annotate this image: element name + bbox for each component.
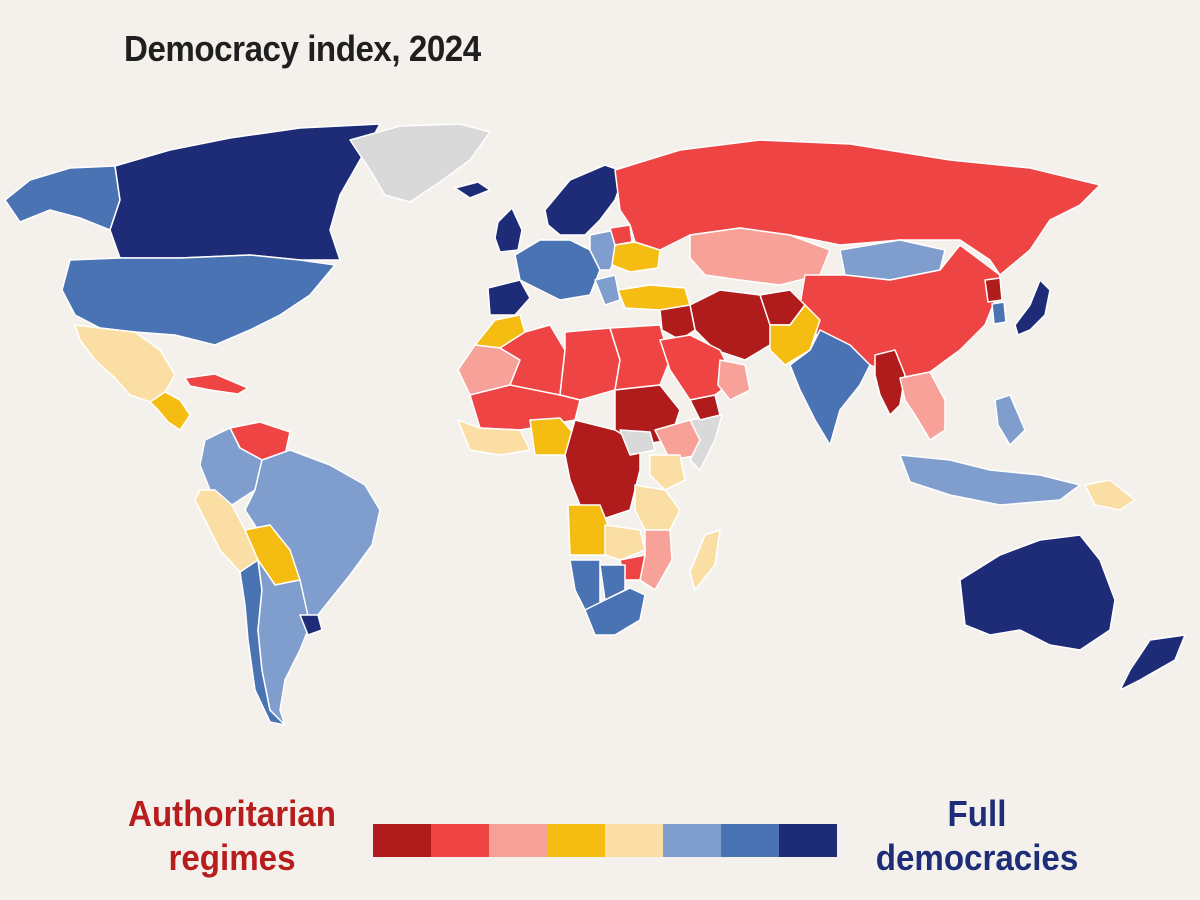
region-west-africa bbox=[457, 419, 531, 456]
region-oman bbox=[717, 359, 751, 401]
page-title: Democracy index, 2024 bbox=[124, 28, 481, 69]
region-yemen bbox=[689, 394, 721, 421]
region-eastern-europe bbox=[589, 229, 621, 306]
region-argentina bbox=[257, 559, 311, 726]
region-kazakhstan bbox=[689, 227, 831, 286]
region-cuba bbox=[184, 373, 249, 395]
region-russia bbox=[614, 139, 1101, 276]
region-south-korea bbox=[991, 301, 1007, 325]
legend-swatch-2 bbox=[489, 824, 547, 857]
legend-high-label: Full democracies bbox=[862, 792, 1092, 880]
region-egypt bbox=[609, 324, 671, 391]
region-myanmar bbox=[874, 349, 906, 416]
legend-swatch-7 bbox=[779, 824, 837, 857]
legend-swatch-3 bbox=[547, 824, 605, 857]
legend-color-scale bbox=[373, 824, 837, 857]
region-japan bbox=[1014, 279, 1051, 336]
legend-swatch-5 bbox=[663, 824, 721, 857]
region-zambia bbox=[604, 524, 646, 561]
legend-high-label-line2: democracies bbox=[875, 837, 1079, 878]
legend-swatch-0 bbox=[373, 824, 431, 857]
region-south-sudan bbox=[619, 429, 656, 456]
region-iberia bbox=[487, 279, 531, 316]
region-uruguay bbox=[299, 614, 323, 636]
region-indonesia bbox=[899, 454, 1081, 506]
region-southeast-asia bbox=[899, 371, 946, 441]
region-new-zealand bbox=[1119, 634, 1186, 691]
region-tanzania bbox=[634, 484, 681, 531]
region-kenya bbox=[649, 454, 686, 491]
region-somalia bbox=[689, 414, 723, 471]
region-iceland bbox=[454, 181, 491, 199]
region-central-america bbox=[149, 391, 191, 431]
region-united-kingdom bbox=[494, 207, 523, 253]
legend-low-label: Authoritarian regimes bbox=[122, 792, 343, 880]
region-alaska bbox=[4, 165, 121, 231]
region-canada bbox=[109, 123, 381, 261]
region-philippines bbox=[994, 394, 1026, 446]
region-south-africa bbox=[584, 587, 646, 636]
region-australia bbox=[959, 534, 1116, 651]
region-north-korea bbox=[984, 277, 1003, 303]
legend-low-label-line1: Authoritarian bbox=[128, 793, 336, 834]
region-greenland bbox=[349, 123, 491, 203]
legend-swatch-4 bbox=[605, 824, 663, 857]
region-angola bbox=[567, 504, 611, 556]
legend-high-label-line1: Full bbox=[947, 793, 1007, 834]
region-scandinavia bbox=[544, 164, 626, 236]
region-libya bbox=[559, 327, 621, 401]
legend-swatch-1 bbox=[431, 824, 489, 857]
region-madagascar bbox=[689, 529, 721, 591]
region-india bbox=[789, 329, 871, 446]
region-western-europe bbox=[514, 239, 601, 301]
region-mozambique bbox=[639, 529, 673, 591]
region-papua-new-guinea bbox=[1084, 479, 1136, 511]
region-mexico bbox=[74, 324, 176, 403]
region-united-states bbox=[61, 254, 336, 346]
region-namibia bbox=[569, 559, 601, 611]
legend-swatch-6 bbox=[721, 824, 779, 857]
region-pakistan bbox=[769, 304, 821, 366]
world-map bbox=[4, 123, 1186, 726]
legend-low-label-line2: regimes bbox=[168, 837, 296, 878]
